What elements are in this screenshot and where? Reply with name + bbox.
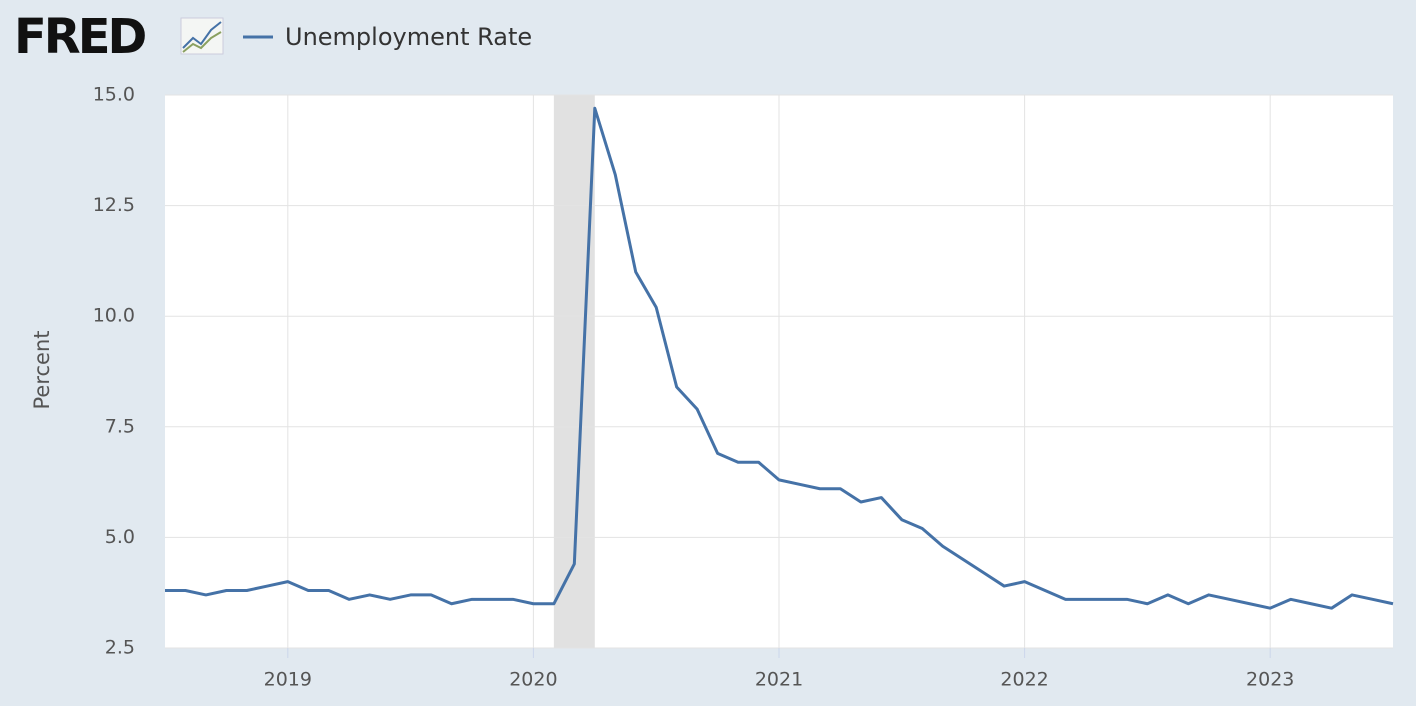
- logo-icon: [180, 17, 224, 55]
- y-axis-label: Percent: [30, 330, 54, 409]
- x-tick-label: 2022: [1000, 669, 1048, 691]
- y-tick-label: 5.0: [105, 526, 135, 548]
- x-tick-label: 2019: [264, 669, 312, 691]
- y-tick-label: 7.5: [105, 415, 135, 437]
- x-tick-label: 2021: [755, 669, 803, 691]
- logo: FRED: [14, 9, 146, 65]
- y-tick-label: 10.0: [93, 305, 135, 327]
- y-tick-label: 12.5: [93, 194, 135, 216]
- x-tick-label: 2020: [509, 669, 557, 691]
- y-tick-label: 15.0: [93, 84, 135, 106]
- series-line: [165, 106, 1394, 610]
- x-tick-label: 2023: [1246, 669, 1294, 691]
- y-tick-label: 2.5: [105, 637, 135, 659]
- legend-label: Unemployment Rate: [285, 23, 532, 51]
